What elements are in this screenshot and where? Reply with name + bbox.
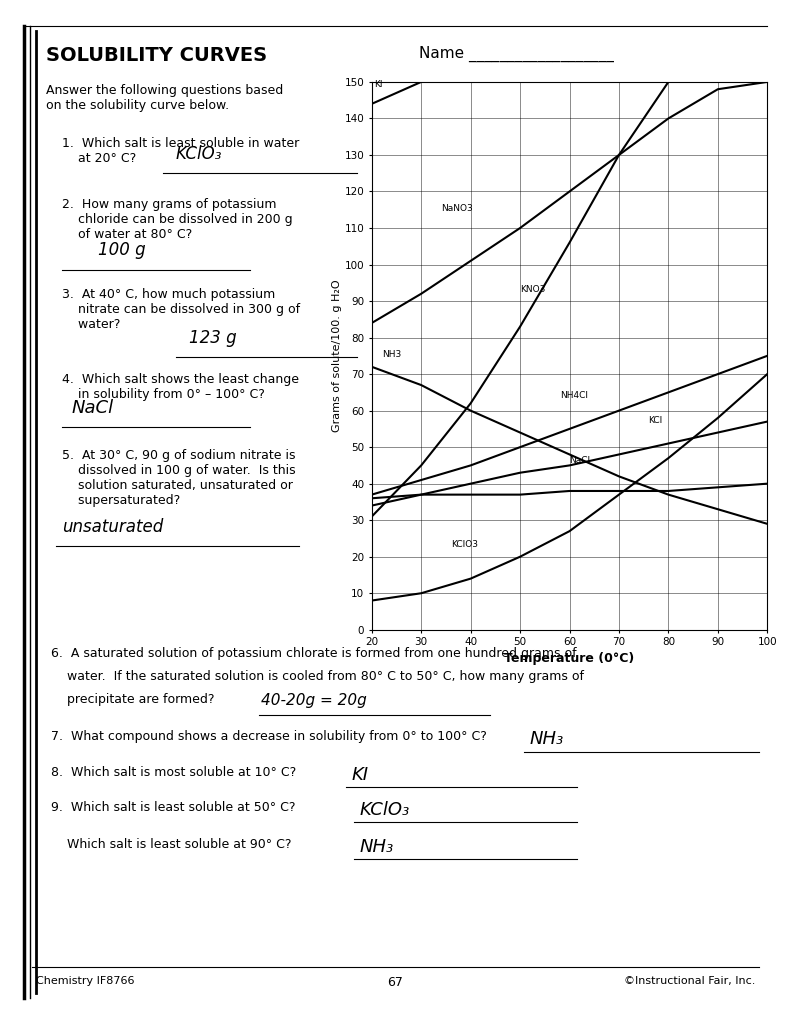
Text: 6.  A saturated solution of potassium chlorate is formed from one hundred grams : 6. A saturated solution of potassium chl… — [51, 647, 577, 660]
Text: NH4Cl: NH4Cl — [560, 391, 588, 399]
Text: NH₃: NH₃ — [530, 730, 564, 749]
Text: 9.  Which salt is least soluble at 50° C?: 9. Which salt is least soluble at 50° C? — [51, 801, 296, 814]
Text: NaCl: NaCl — [72, 398, 114, 417]
Text: NH3: NH3 — [382, 350, 401, 359]
Text: 4.  Which salt shows the least change
    in solubility from 0° – 100° C?: 4. Which salt shows the least change in … — [62, 373, 299, 401]
Text: 100 g: 100 g — [98, 241, 146, 259]
Text: KCl: KCl — [649, 416, 663, 425]
Text: KClO₃: KClO₃ — [176, 144, 222, 163]
Text: 123 g: 123 g — [189, 329, 237, 347]
Text: NaCl: NaCl — [570, 457, 591, 465]
Text: 3.  At 40° C, how much potassium
    nitrate can be dissolved in 300 g of
    wa: 3. At 40° C, how much potassium nitrate … — [62, 289, 301, 332]
Text: 2.  How many grams of potassium
    chloride can be dissolved in 200 g
    of wa: 2. How many grams of potassium chloride … — [62, 198, 293, 241]
Text: Which salt is least soluble at 90° C?: Which salt is least soluble at 90° C? — [51, 838, 292, 851]
Text: NH₃: NH₃ — [360, 838, 394, 856]
Text: 7.  What compound shows a decrease in solubility from 0° to 100° C?: 7. What compound shows a decrease in sol… — [51, 730, 487, 743]
Text: KClO3: KClO3 — [451, 541, 478, 550]
Text: 67: 67 — [388, 976, 403, 989]
Text: Chemistry IF8766: Chemistry IF8766 — [36, 976, 134, 986]
Text: KNO3: KNO3 — [520, 285, 546, 294]
Text: SOLUBILITY CURVES: SOLUBILITY CURVES — [46, 46, 267, 66]
Text: Name ___________________: Name ___________________ — [419, 46, 614, 62]
Text: NaNO3: NaNO3 — [441, 205, 473, 213]
Text: ©Instructional Fair, Inc.: ©Instructional Fair, Inc. — [624, 976, 755, 986]
Text: unsaturated: unsaturated — [62, 518, 164, 537]
X-axis label: Temperature (0°C): Temperature (0°C) — [505, 651, 634, 665]
Text: 40-20g = 20g: 40-20g = 20g — [261, 693, 367, 709]
Text: water.  If the saturated solution is cooled from 80° C to 50° C, how many grams : water. If the saturated solution is cool… — [51, 670, 585, 683]
Text: KI: KI — [352, 766, 369, 784]
Text: KClO₃: KClO₃ — [360, 801, 411, 819]
Text: 8.  Which salt is most soluble at 10° C?: 8. Which salt is most soluble at 10° C? — [51, 766, 297, 779]
Y-axis label: Grams of solute/100. g H₂O: Grams of solute/100. g H₂O — [331, 280, 342, 432]
Text: 1.  Which salt is least soluble in water
    at 20° C?: 1. Which salt is least soluble in water … — [62, 136, 300, 165]
Text: KI: KI — [374, 80, 383, 89]
Text: precipitate are formed?: precipitate are formed? — [51, 693, 215, 707]
Text: 5.  At 30° C, 90 g of sodium nitrate is
    dissolved in 100 g of water.  Is thi: 5. At 30° C, 90 g of sodium nitrate is d… — [62, 449, 296, 507]
Text: Answer the following questions based
on the solubility curve below.: Answer the following questions based on … — [46, 84, 283, 112]
